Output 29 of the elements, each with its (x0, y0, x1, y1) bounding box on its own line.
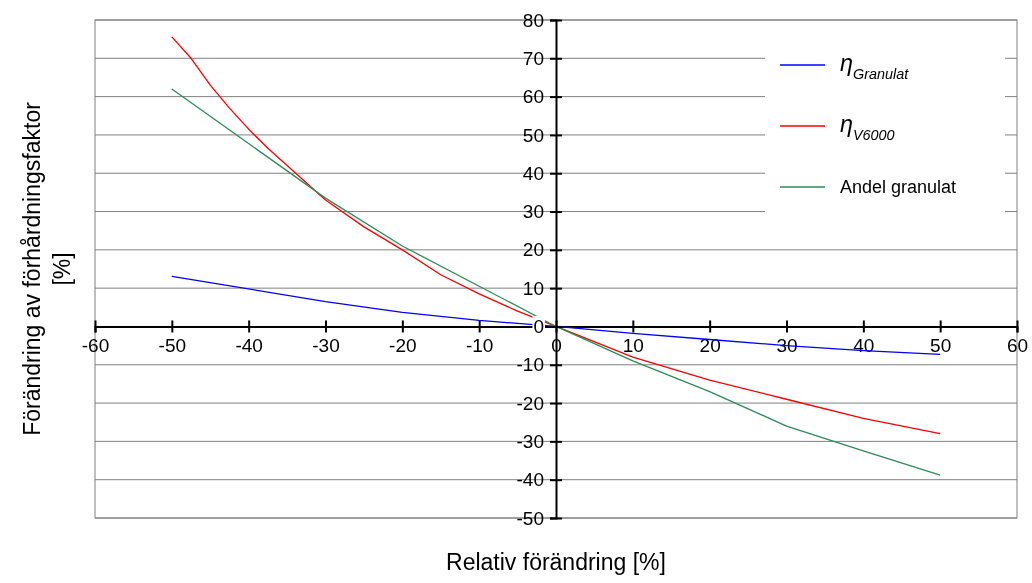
y-tick-label: -30 (516, 430, 544, 452)
x-tick-label: -40 (235, 334, 263, 356)
y-tick-label: -50 (516, 507, 544, 529)
x-tick-label: -50 (158, 334, 187, 356)
y-tick-label: 50 (522, 124, 544, 146)
x-tick-label: -10 (465, 334, 494, 356)
legend-label: η$_{Granulat}$ (840, 50, 910, 82)
y-axis-title: Förändring av förhårdningsfaktor [%] (19, 101, 75, 436)
x-axis-title: Relativ förändring [%] (446, 549, 666, 575)
y-tick-label: 30 (522, 201, 544, 223)
x-tick-label: -20 (389, 334, 417, 356)
x-tick-label: 60 (1006, 334, 1029, 356)
y-tick-label: 10 (522, 277, 544, 299)
x-tick-label: -60 (81, 334, 110, 356)
x-tick-label: -30 (312, 334, 340, 356)
y-tick-label: 40 (522, 162, 544, 184)
y-tick-label: -20 (516, 392, 544, 414)
y-tick-label: 80 (522, 9, 544, 31)
y-tick-label: -40 (516, 469, 544, 491)
legend-label: Andel granulat (840, 177, 957, 197)
y-tick-label: -10 (516, 354, 544, 376)
legend-label: η$_{V6000}$ (840, 111, 895, 143)
x-tick-label: 50 (930, 334, 952, 356)
y-tick-label: 0 (533, 316, 544, 338)
y-tick-label: 20 (522, 239, 544, 261)
y-tick-label: 60 (522, 86, 544, 108)
y-tick-label: 70 (522, 47, 544, 69)
x-tick-label: 20 (699, 334, 721, 356)
x-tick-label: 10 (622, 334, 644, 356)
